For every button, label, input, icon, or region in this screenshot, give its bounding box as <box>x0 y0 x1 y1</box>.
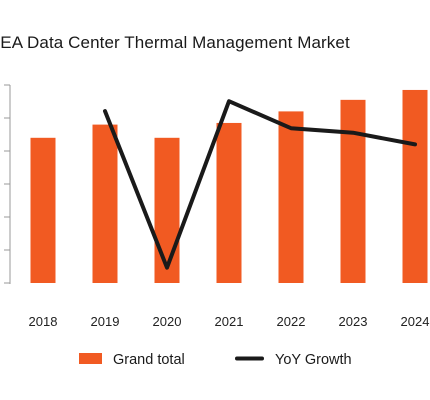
bar-2022 <box>278 111 304 284</box>
x-tick-label: 2021 <box>215 314 244 329</box>
x-tick-label: 2019 <box>91 314 120 329</box>
chart-title: MEA Data Center Thermal Management Marke… <box>0 33 350 52</box>
legend-label-bar: Grand total <box>113 352 185 368</box>
x-tick-label: 2020 <box>153 314 182 329</box>
bar-2024 <box>402 89 428 283</box>
bar-2021 <box>216 122 242 283</box>
legend-label-line: YoY Growth <box>275 352 352 368</box>
yoy-growth-line <box>103 99 417 270</box>
x-tick-label: 2024 <box>401 314 430 329</box>
bar-2018 <box>30 137 56 283</box>
x-axis-labels: 2018 2019 2020 2021 2022 2023 2024 <box>29 314 430 329</box>
y-axis <box>4 84 11 284</box>
x-tick-label: 2022 <box>277 314 306 329</box>
bar-2023 <box>340 99 366 283</box>
legend-swatch-bar <box>79 353 102 364</box>
legend: Grand total YoY Growth <box>79 352 352 368</box>
x-tick-label: 2023 <box>339 314 368 329</box>
x-tick-label: 2018 <box>29 314 58 329</box>
bar-2020 <box>154 137 180 283</box>
line-series <box>103 99 417 270</box>
bar-series <box>30 89 428 284</box>
bar-2019 <box>92 124 118 283</box>
